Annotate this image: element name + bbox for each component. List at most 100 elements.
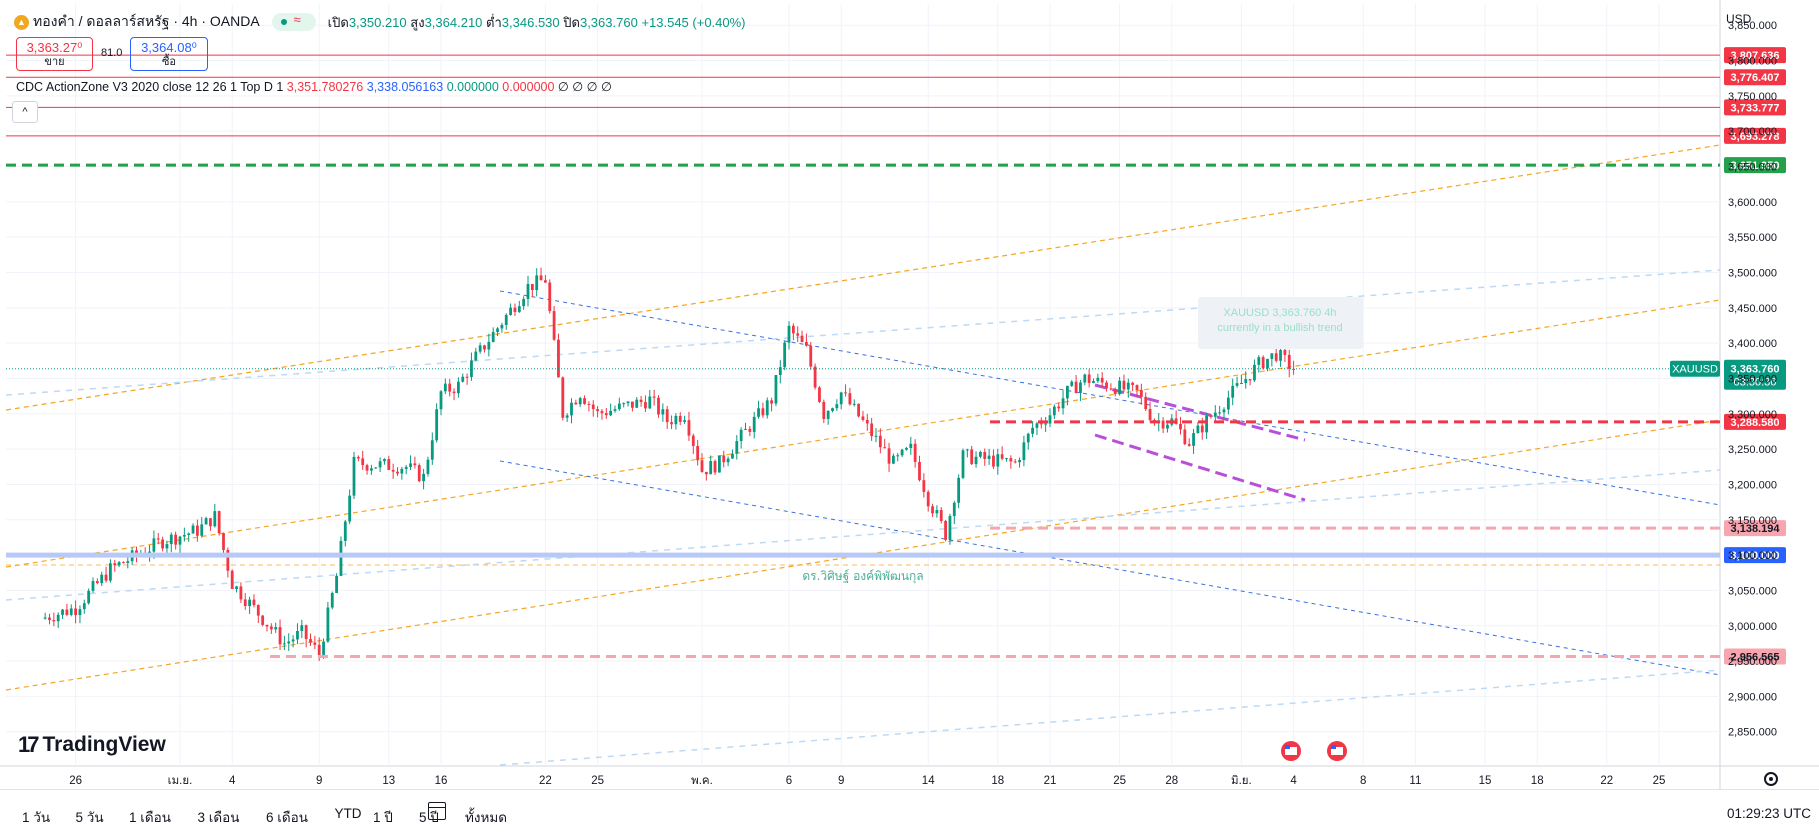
- candle-body: [65, 609, 69, 615]
- y-tick-label: 3,400.000: [1728, 338, 1777, 350]
- candle: [300, 619, 304, 639]
- bottom-toolbar: 1 วัน 5 วัน 1 เดือน 3 เดือน 6 เดือน YTD 1 ปี 5 …: [0, 789, 1819, 834]
- trendline: [5, 144, 1721, 411]
- candle-body: [992, 455, 995, 467]
- indicator-values: 3,351.780276 3,338.056163 0.000000 0.000…: [287, 80, 612, 94]
- candle: [883, 438, 887, 449]
- candle: [478, 342, 482, 354]
- candle: [291, 635, 295, 648]
- symbol-badge: [1670, 360, 1720, 377]
- buy-button[interactable]: 3,364.08⁰ ซื้อ: [130, 37, 208, 71]
- collapse-legend-button[interactable]: ^: [12, 101, 38, 123]
- candle: [1100, 372, 1104, 388]
- range-button[interactable]: 1 เดือน: [129, 810, 171, 825]
- candle-body: [248, 599, 251, 607]
- candle-body: [878, 435, 882, 448]
- candle: [713, 459, 717, 476]
- indicator-legend[interactable]: CDC ActionZone V3 2020 close 12 26 1 Top…: [16, 79, 612, 94]
- candle: [1179, 416, 1182, 435]
- range-button[interactable]: ทั้งหมด: [465, 810, 508, 825]
- candle-body: [169, 534, 173, 545]
- candle: [1126, 378, 1130, 398]
- candle: [813, 363, 817, 390]
- candle: [648, 390, 652, 410]
- candle-body: [100, 574, 104, 584]
- candle-body: [1018, 460, 1021, 463]
- candle: [400, 466, 404, 480]
- y-tick-label: 2,950.000: [1728, 656, 1777, 668]
- candle: [191, 523, 195, 534]
- currency-label[interactable]: USD: [1726, 12, 1752, 26]
- candle: [639, 395, 643, 407]
- range-button[interactable]: 1 ปี: [373, 810, 393, 825]
- sell-button[interactable]: 3,363.27⁰ ขาย: [16, 37, 93, 71]
- calendar-icon[interactable]: [428, 802, 446, 820]
- candle: [283, 635, 286, 651]
- candle-body: [1174, 418, 1178, 424]
- candle: [952, 500, 956, 525]
- candle-body: [283, 643, 286, 645]
- candle: [557, 333, 560, 378]
- price-level-badge: [1724, 47, 1786, 64]
- candle-body: [487, 341, 491, 350]
- symbol-title[interactable]: ทองคำ / ดอลลาร์สหรัฐ · 4h · OANDA: [33, 13, 260, 29]
- candle: [1244, 371, 1248, 389]
- candle-body: [365, 465, 369, 471]
- range-button[interactable]: 1 วัน: [22, 810, 51, 825]
- candle: [87, 588, 91, 605]
- y-tick-label: 3,800.000: [1728, 56, 1777, 68]
- candle-body: [339, 540, 343, 576]
- candle: [313, 635, 317, 650]
- candle: [174, 531, 178, 550]
- candle: [182, 527, 186, 542]
- price-chart[interactable]: 3,807.636 3,776.407 3,733.777 3,693.278 3,65…: [0, 0, 1819, 789]
- candle: [1031, 421, 1034, 438]
- market-status-badge[interactable]: ≈: [271, 12, 316, 31]
- wave-icon: ≈: [293, 12, 301, 27]
- candle-body: [874, 435, 878, 437]
- x-tick-label: 22: [539, 775, 552, 787]
- candle-body: [1209, 415, 1213, 417]
- candle-body: [1266, 358, 1269, 369]
- range-button[interactable]: YTD: [334, 806, 362, 821]
- candle: [117, 560, 121, 568]
- candle-body: [613, 409, 617, 411]
- range-button[interactable]: 6 เดือน: [266, 810, 308, 825]
- candle: [1279, 346, 1282, 367]
- utc-clock[interactable]: 01:29:23 UTC: [1726, 806, 1811, 821]
- settings-gear-icon[interactable]: [1764, 772, 1778, 786]
- candle: [1018, 457, 1021, 468]
- range-button[interactable]: 5 วัน: [75, 810, 104, 825]
- candle: [1257, 355, 1261, 373]
- candle: [700, 453, 704, 473]
- candle-body: [1179, 423, 1182, 430]
- candle: [335, 573, 338, 594]
- info-tooltip-line: XAUUSD 3,363.760 4h: [1223, 307, 1336, 319]
- candle: [1087, 369, 1091, 388]
- range-button[interactable]: 3 เดือน: [197, 810, 240, 825]
- us-flag-event-stripe: [1331, 747, 1343, 755]
- tradingview-logo[interactable]: 17 TradingView: [18, 732, 166, 758]
- countdown-label: 03:30:36: [1734, 377, 1777, 389]
- candle-body: [639, 399, 643, 403]
- time-axis[interactable]: 26 เม.ย. 4 9 13 16 22 25 พ.ค. 6 9 14 18 21 25 28 มิ.ย. 4 8…: [69, 774, 1665, 787]
- candle: [100, 571, 104, 587]
- candle: [452, 388, 456, 401]
- candle: [1139, 383, 1143, 405]
- x-tick-label: 25: [1113, 775, 1126, 787]
- candle-body: [996, 454, 1000, 467]
- candle-body: [387, 459, 391, 470]
- candle-body: [161, 539, 164, 549]
- candle-body: [739, 429, 743, 442]
- candle: [970, 445, 974, 466]
- candle-body: [1274, 353, 1278, 361]
- last-price-label: 3,363.760: [1731, 364, 1780, 376]
- candle: [548, 279, 552, 314]
- candle: [526, 275, 530, 307]
- indicator-value: 0.000000: [498, 80, 555, 94]
- candle-body: [152, 538, 156, 552]
- candle: [678, 412, 682, 426]
- price-axis[interactable]: 3,850.000 3,800.000 3,750.000 3,700.000 3,65…: [1728, 20, 1777, 739]
- candle: [652, 389, 656, 406]
- candle-body: [465, 376, 469, 378]
